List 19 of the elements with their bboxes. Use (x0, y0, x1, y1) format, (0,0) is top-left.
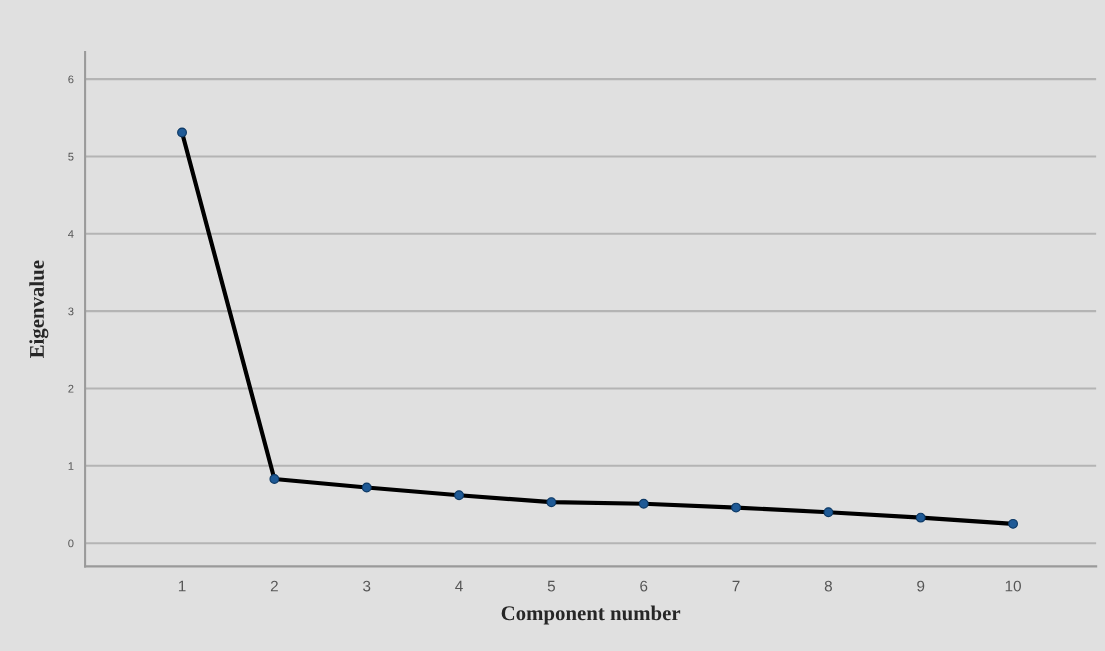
x-tick-label: 5 (547, 580, 555, 592)
x-tick-label: 8 (824, 580, 832, 592)
x-tick-label: 7 (732, 580, 740, 592)
y-axis-title: Eigenvalue (29, 260, 49, 359)
x-tick-label: 6 (640, 580, 648, 592)
x-tick-label: 2 (270, 580, 278, 592)
y-tick-label: 0 (68, 539, 74, 548)
y-tick-label: 4 (68, 230, 74, 238)
x-tick-label: 10 (1005, 580, 1021, 592)
x-tick-label: 1 (178, 580, 186, 592)
y-tick-label: 3 (68, 307, 74, 316)
x-axis-title: Component number (501, 605, 681, 625)
y-tick-label: 5 (68, 152, 74, 161)
x-tick-label: 3 (363, 580, 371, 592)
y-tick-label: 6 (68, 75, 74, 84)
x-tick-label: 9 (917, 580, 925, 592)
y-tick-label: 2 (68, 384, 74, 393)
x-tick-label: 4 (455, 580, 463, 592)
y-tick-label: 1 (68, 462, 74, 470)
